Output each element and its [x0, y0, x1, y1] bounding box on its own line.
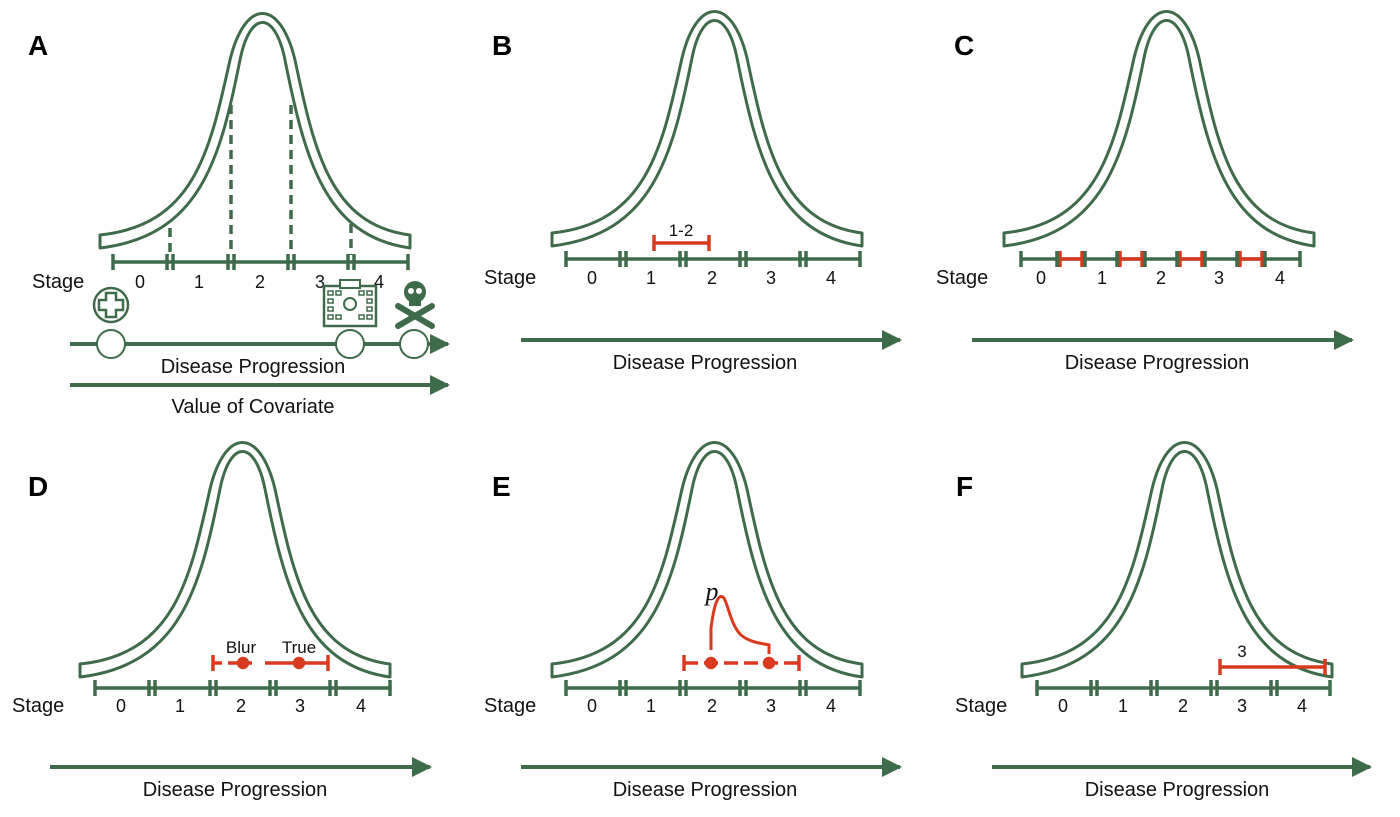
bell-curve: [1020, 441, 1334, 679]
panel-letter: D: [28, 471, 48, 502]
stage-label: Stage: [484, 695, 536, 717]
stage-tick-label: 1: [646, 696, 656, 716]
stage-axis: [564, 251, 862, 267]
axis-label: Disease Progression: [143, 779, 328, 801]
panel-letter: E: [492, 471, 511, 502]
panel-c: C Stage 0 1 2 3 4 Disease P: [936, 10, 1354, 374]
stage-tick-label: 1: [1118, 696, 1128, 716]
event-circle: [335, 329, 365, 359]
panel-letter: F: [956, 471, 973, 502]
probability-interval: [682, 655, 801, 671]
stage-label: Stage: [955, 695, 1007, 717]
stage-axis: [564, 680, 862, 696]
true-label: True: [282, 638, 316, 657]
stage-tick-label: 2: [707, 268, 717, 288]
probability-density: [709, 595, 771, 654]
stage-tick-label: 0: [1058, 696, 1068, 716]
stage-tick-label: 3: [315, 272, 325, 292]
stage-tick-label: 1: [194, 272, 204, 292]
interval-bar: [652, 235, 711, 251]
interval-label: 1-2: [669, 221, 694, 240]
panel-d: D Blur True Stage 0 1 2 3 4 Disea: [12, 441, 432, 801]
stage-tick-label: 4: [826, 268, 836, 288]
stage-tick-label: 4: [826, 696, 836, 716]
stage-tick-label: 2: [707, 696, 717, 716]
stage-tick-label: 4: [1275, 268, 1285, 288]
true-interval: [265, 655, 330, 671]
panel-e: E p Stage 0 1 2 3 4 Disease Progression: [484, 441, 902, 801]
hospital-icon: [322, 279, 378, 328]
blur-interval: [211, 655, 256, 671]
stage-tick-label: 3: [1237, 696, 1247, 716]
panel-a: A Stage 0 1 2 3 4: [28, 12, 450, 418]
stage-tick-label: 3: [766, 696, 776, 716]
projection-lines: [168, 105, 353, 255]
panel-letter: A: [28, 30, 48, 61]
axis-label: Disease Progression: [1085, 779, 1270, 801]
blur-label: Blur: [226, 638, 257, 657]
stage-tick-label: 4: [374, 272, 384, 292]
stage-tick-label: 4: [356, 696, 366, 716]
stage-tick-label: 3: [295, 696, 305, 716]
bell-curve: [78, 441, 392, 679]
stage-tick-label: 2: [255, 272, 265, 292]
stage-tick-label: 0: [587, 268, 597, 288]
panel-letter: B: [492, 30, 512, 61]
bell-curve: [1002, 10, 1316, 248]
skull-crossbones-icon: [395, 281, 435, 329]
axis-label: Disease Progression: [161, 356, 346, 378]
stage-tick-label: 1: [175, 696, 185, 716]
stage-axis-ticks: [1055, 251, 1267, 267]
interval-label: 3: [1237, 642, 1246, 661]
stage-axis: [1035, 680, 1332, 696]
stage-label: Stage: [484, 267, 536, 289]
axis-label: Disease Progression: [613, 352, 798, 374]
stage-tick-label: 0: [587, 696, 597, 716]
stage-axis: [93, 680, 392, 696]
bell-curve: [550, 10, 864, 248]
boundary-uncertainty-bars: [1058, 251, 1264, 267]
stage-tick-label: 2: [236, 696, 246, 716]
covariate-label: Value of Covariate: [171, 396, 334, 418]
axis-label: Disease Progression: [1065, 352, 1250, 374]
interval-bar: [1218, 659, 1327, 675]
panel-f: F 3 Stage 0 1 2 3 4 Disease Progression: [955, 441, 1372, 801]
panel-b: B 1-2 Stage 0 1 2 3 4 Disease Progressio…: [484, 10, 902, 374]
stage-tick-label: 3: [1214, 268, 1224, 288]
stage-tick-label: 1: [1097, 268, 1107, 288]
stage-tick-label: 0: [1036, 268, 1046, 288]
p-label: p: [704, 577, 719, 606]
event-circle: [96, 329, 126, 359]
panel-letter: C: [954, 30, 974, 61]
event-circle: [399, 329, 429, 359]
stage-label: Stage: [936, 267, 988, 289]
bell-curve: [98, 12, 412, 250]
medical-cross-icon: [92, 286, 130, 324]
stage-label: Stage: [32, 271, 84, 293]
stage-tick-label: 3: [766, 268, 776, 288]
stage-label: Stage: [12, 695, 64, 717]
stage-tick-label: 0: [116, 696, 126, 716]
stage-tick-label: 2: [1156, 268, 1166, 288]
stage-tick-label: 1: [646, 268, 656, 288]
stage-tick-label: 2: [1178, 696, 1188, 716]
bell-curve: [550, 441, 864, 679]
stage-tick-label: 0: [135, 272, 145, 292]
axis-label: Disease Progression: [613, 779, 798, 801]
stage-axis: [111, 254, 410, 270]
stage-tick-label: 4: [1297, 696, 1307, 716]
